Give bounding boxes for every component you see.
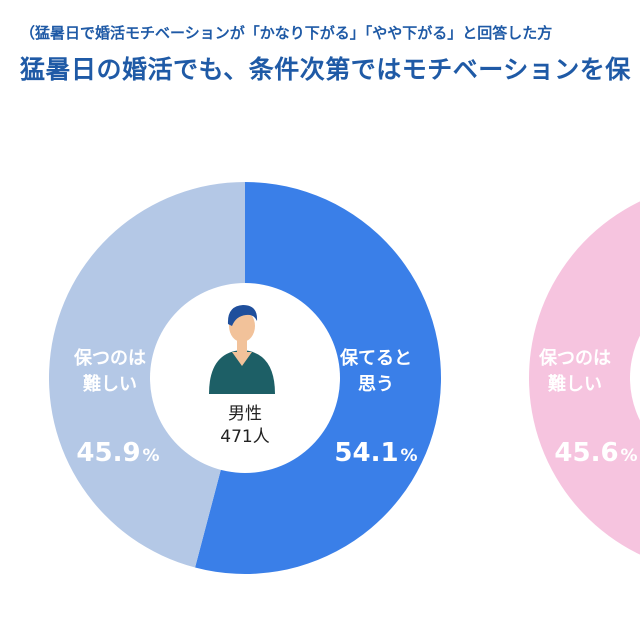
slice-label-hard-line2: 難しい xyxy=(83,373,137,395)
slice-label-female-hard-line2: 難しい xyxy=(548,373,602,395)
male-center-label: 男性 xyxy=(228,404,262,424)
slice-label-keep-line2: 思う xyxy=(358,374,394,395)
slice-label-female-hard-line1: 保つのは xyxy=(538,347,611,369)
value-label-hard: 45.9% xyxy=(76,438,159,468)
slice-label-hard-line1: 保つのは xyxy=(73,347,146,369)
slice-label-keep-line1: 保てると xyxy=(339,347,412,369)
value-label-keep: 54.1% xyxy=(334,438,417,468)
male-donut: 男性 471人 保てると 思う 54.1% 保つのは 難しい 45.9% xyxy=(49,182,441,574)
man-avatar-icon xyxy=(209,305,275,394)
female-donut: 保つのは 難しい 45.6% xyxy=(529,201,640,555)
female-donut-hole xyxy=(630,335,640,421)
chart-subtitle: （猛暑日で婚活モチベーションが「かなり下がる」「やや下がる」と回答した方 xyxy=(20,24,553,42)
male-center-count: 471人 xyxy=(220,427,269,447)
chart-title: 猛暑日の婚活でも、条件次第ではモチベーションを保 xyxy=(20,55,631,84)
slice-male-hard xyxy=(49,182,246,568)
value-label-female-hard: 45.6% xyxy=(554,438,637,468)
slice-female-hard xyxy=(529,201,640,555)
